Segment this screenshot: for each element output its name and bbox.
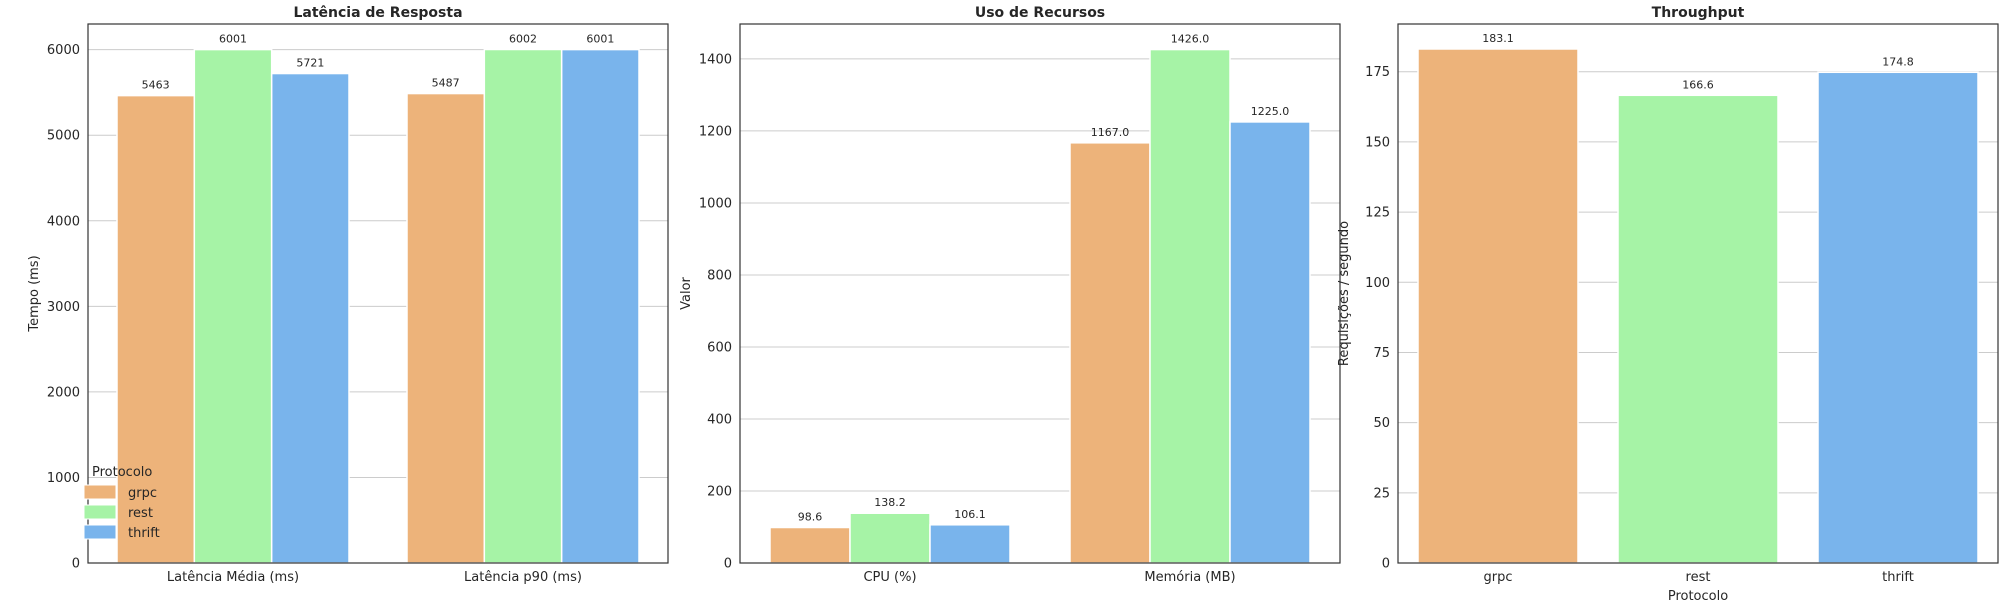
y-tick-label: 0	[72, 557, 80, 572]
x-tick-label: CPU (%)	[863, 570, 916, 585]
bar-thrift	[1817, 71, 1979, 564]
legend-entry-rest: rest	[128, 506, 153, 521]
data-label: 106.1	[954, 508, 986, 521]
y-tick-label: 125	[1365, 206, 1390, 221]
data-label: 98.6	[798, 510, 823, 523]
bar-grpc	[1417, 48, 1579, 564]
y-axis-label: Requisições / segundo	[1337, 221, 1352, 366]
x-tick-label: thrift	[1882, 570, 1914, 585]
y-tick-label: 150	[1365, 135, 1390, 150]
y-tick-label: 4000	[47, 214, 80, 229]
y-tick-label: 50	[1373, 416, 1390, 431]
axes-frame	[87, 23, 669, 564]
chart-title: Uso de Recursos	[975, 5, 1105, 21]
x-tick-label: grpc	[1484, 570, 1513, 585]
chart-panel-3: 183.1 166.6 174.8 0 25 50 75 100 125 150 175 grpc re…	[1337, 5, 1999, 604]
y-tick-label: 2000	[47, 385, 80, 400]
data-label: 166.6	[1682, 78, 1714, 91]
y-tick-label: 800	[707, 268, 732, 283]
y-tick-label: 200	[707, 484, 732, 499]
bar-rest-memoria-mb	[1149, 48, 1231, 564]
x-tick-label: Memória (MB)	[1144, 570, 1235, 585]
bar-thrift-memoria-mb	[1229, 121, 1311, 564]
bar-rest-latencia-p90-ms	[483, 48, 563, 564]
data-label: 174.8	[1882, 55, 1914, 68]
axes-frame	[1397, 23, 1999, 564]
axes-frame	[739, 23, 1341, 564]
legend-entry-grpc: grpc	[128, 486, 157, 501]
legend-title: Protocolo	[92, 465, 152, 480]
data-label: 5487	[432, 77, 460, 90]
y-tick-label: 600	[707, 340, 732, 355]
x-tick-label: Latência Média (ms)	[167, 570, 299, 585]
bar-thrift-latencia-p90-ms	[560, 48, 640, 564]
data-label: 1167.0	[1091, 126, 1130, 139]
y-tick-label: 3000	[47, 300, 80, 315]
x-tick-label: rest	[1686, 570, 1711, 585]
y-tick-label: 1200	[699, 124, 732, 139]
y-tick-label: 175	[1365, 65, 1390, 80]
bar-grpc-memoria-mb	[1069, 142, 1151, 564]
legend-swatch-thrift	[83, 524, 117, 540]
chart-title: Throughput	[1652, 5, 1745, 21]
bar-thrift-latencia-media-ms	[270, 72, 350, 564]
bar-grpc-cpu	[769, 526, 851, 564]
data-label: 5721	[296, 57, 324, 70]
data-label: 1426.0	[1171, 33, 1210, 46]
y-axis-label: Tempo (ms)	[27, 255, 42, 332]
data-label: 183.1	[1482, 32, 1514, 45]
data-label: 6002	[509, 32, 537, 45]
y-tick-label: 100	[1365, 276, 1390, 291]
y-tick-label: 0	[1382, 557, 1390, 572]
y-tick-label: 75	[1373, 346, 1390, 361]
y-tick-label: 400	[707, 412, 732, 427]
y-tick-label: 5000	[47, 129, 80, 144]
bar-rest-cpu	[849, 512, 931, 564]
legend: Protocolo grpc rest thrift	[83, 465, 160, 541]
bar-grpc-latencia-p90-ms	[406, 92, 486, 564]
bar-thrift-cpu	[929, 524, 1011, 564]
data-label: 1225.0	[1251, 105, 1290, 118]
data-label: 138.2	[874, 496, 906, 509]
chart-title: Latência de Resposta	[293, 5, 462, 21]
y-tick-label: 1400	[699, 52, 732, 67]
legend-swatch-rest	[83, 504, 117, 520]
data-label: 5463	[142, 79, 170, 92]
data-label: 6001	[219, 33, 247, 46]
y-tick-label: 1000	[47, 471, 80, 486]
bar-rest	[1617, 94, 1779, 564]
y-axis-label: Valor	[679, 276, 694, 309]
legend-entry-thrift: thrift	[128, 526, 160, 541]
x-tick-label: Latência p90 (ms)	[464, 570, 582, 585]
legend-swatch-grpc	[83, 484, 117, 500]
bar-rest-latencia-media-ms	[193, 48, 273, 564]
y-tick-label: 1000	[699, 196, 732, 211]
y-tick-label: 6000	[47, 43, 80, 58]
y-tick-label: 25	[1373, 486, 1390, 501]
y-tick-label: 0	[724, 557, 732, 572]
chart-panel-1: 5463 5487 6001 6002 5721 6001 0 1000 2000 3000 400…	[27, 5, 669, 585]
x-axis-label: Protocolo	[1668, 589, 1728, 604]
chart-panel-2: 98.6 1167.0 138.2 1426.0 106.1 1225.0 0 200 400 6…	[679, 5, 1341, 585]
data-label: 6001	[586, 33, 614, 46]
